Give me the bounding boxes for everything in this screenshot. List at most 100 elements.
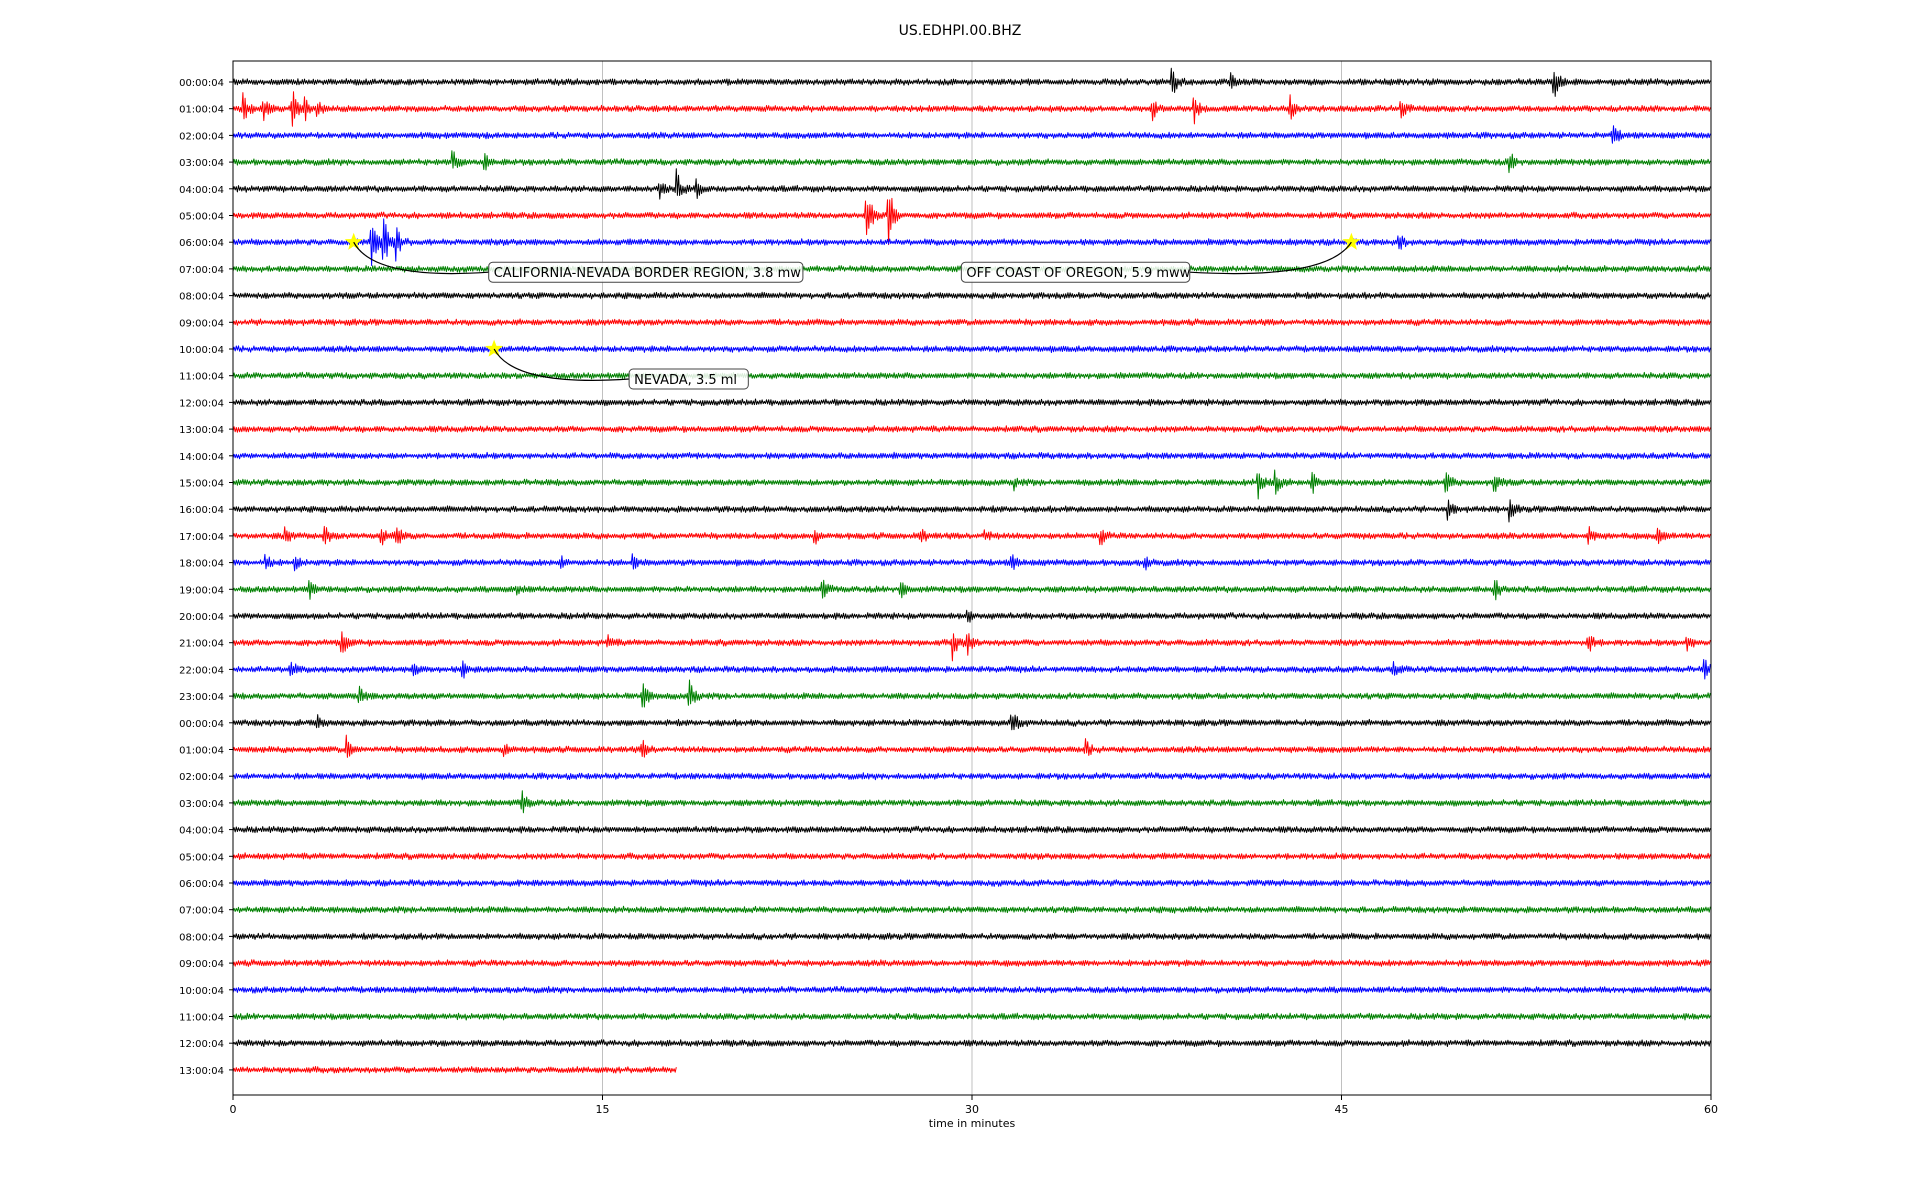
row-label-0: 00:00:04 bbox=[179, 78, 224, 89]
trace-row-23 bbox=[232, 679, 1711, 708]
annotation-box-0 bbox=[488, 261, 804, 283]
row-label-13: 13:00:04 bbox=[179, 425, 224, 436]
seismic-traces bbox=[232, 67, 1711, 1074]
trace-row-3 bbox=[232, 150, 1711, 174]
event-annotations: CALIFORNIA-NEVADA BORDER REGION, 3.8 mw O… bbox=[353, 241, 1352, 390]
row-label-25: 01:00:04 bbox=[179, 746, 224, 757]
trace-row-30 bbox=[232, 879, 1711, 887]
row-label-4: 04:00:04 bbox=[179, 185, 224, 196]
vertical-grid bbox=[602, 61, 1342, 1095]
trace-row-9 bbox=[232, 318, 1711, 327]
trace-row-14 bbox=[232, 451, 1711, 460]
row-label-9: 09:00:04 bbox=[179, 318, 224, 329]
annotation-connector-1 bbox=[1189, 241, 1352, 275]
annotation-label-0: CALIFORNIA-NEVADA BORDER REGION, 3.8 mw bbox=[494, 266, 802, 281]
trace-row-2 bbox=[232, 125, 1711, 144]
row-label-6: 06:00:04 bbox=[179, 238, 224, 249]
row-label-21: 21:00:04 bbox=[179, 639, 224, 650]
x-tick-label-2: 30 bbox=[965, 1103, 979, 1116]
trace-row-1 bbox=[232, 91, 1711, 127]
row-label-5: 05:00:04 bbox=[179, 212, 224, 223]
row-label-30: 06:00:04 bbox=[179, 879, 224, 890]
row-label-34: 10:00:04 bbox=[179, 986, 224, 997]
trace-row-28 bbox=[232, 825, 1711, 834]
row-label-17: 17:00:04 bbox=[179, 532, 224, 543]
row-label-14: 14:00:04 bbox=[179, 452, 224, 463]
trace-row-34 bbox=[232, 985, 1711, 994]
trace-row-22 bbox=[232, 659, 1711, 680]
x-tick-label-3: 45 bbox=[1335, 1103, 1349, 1116]
x-tick-label-0: 0 bbox=[230, 1103, 237, 1116]
row-label-33: 09:00:04 bbox=[179, 959, 224, 970]
row-label-8: 08:00:04 bbox=[179, 292, 224, 303]
trace-row-18 bbox=[232, 553, 1711, 572]
row-label-24: 00:00:04 bbox=[179, 719, 224, 730]
trace-row-5 bbox=[232, 197, 1711, 246]
row-label-23: 23:00:04 bbox=[179, 692, 224, 703]
annotation-box-1 bbox=[960, 261, 1191, 283]
annotation-connector-2 bbox=[493, 348, 630, 381]
annotation-box-2 bbox=[628, 368, 749, 390]
x-axis: 0 15 30 45 60 bbox=[230, 1095, 1718, 1116]
trace-row-15 bbox=[232, 469, 1711, 500]
row-label-1: 01:00:04 bbox=[179, 105, 224, 116]
row-label-31: 07:00:04 bbox=[179, 906, 224, 917]
row-label-26: 02:00:04 bbox=[179, 772, 224, 783]
row-time-labels: 00:00:04 01:00:04 02:00:04 03:00:04 04:00:04… bbox=[179, 78, 233, 1077]
chart-title: US.EDHPI.00.BHZ bbox=[899, 23, 1022, 39]
row-label-35: 11:00:04 bbox=[179, 1013, 224, 1024]
trace-row-11 bbox=[232, 371, 1711, 380]
trace-row-26 bbox=[232, 772, 1711, 781]
annotation-label-2: NEVADA, 3.5 ml bbox=[634, 373, 737, 388]
row-label-18: 18:00:04 bbox=[179, 559, 224, 570]
trace-row-13 bbox=[232, 425, 1711, 433]
row-label-28: 04:00:04 bbox=[179, 826, 224, 837]
trace-row-19 bbox=[232, 579, 1711, 601]
trace-row-25 bbox=[232, 734, 1711, 758]
trace-row-21 bbox=[232, 631, 1711, 662]
trace-row-4 bbox=[232, 168, 1711, 200]
row-label-15: 15:00:04 bbox=[179, 479, 224, 490]
annotation-label-1: OFF COAST OF OREGON, 5.9 mww bbox=[966, 266, 1190, 281]
row-label-2: 02:00:04 bbox=[179, 131, 224, 142]
trace-row-32 bbox=[232, 932, 1711, 941]
trace-row-8 bbox=[232, 291, 1711, 300]
event-marker-0 bbox=[344, 232, 363, 250]
trace-row-0 bbox=[232, 67, 1711, 97]
row-label-16: 16:00:04 bbox=[179, 505, 224, 516]
row-label-3: 03:00:04 bbox=[179, 158, 224, 169]
row-label-37: 13:00:04 bbox=[179, 1066, 224, 1077]
row-label-19: 19:00:04 bbox=[179, 585, 224, 596]
event-marker-1 bbox=[1342, 232, 1361, 250]
trace-row-37 bbox=[232, 1066, 677, 1074]
event-markers bbox=[344, 232, 1361, 357]
x-tick-label-1: 15 bbox=[596, 1103, 610, 1116]
annotation-connector-0 bbox=[353, 241, 489, 275]
trace-row-31 bbox=[232, 905, 1711, 914]
row-label-7: 07:00:04 bbox=[179, 265, 224, 276]
trace-row-29 bbox=[232, 852, 1711, 861]
trace-row-12 bbox=[232, 398, 1711, 407]
x-tick-label-4: 60 bbox=[1704, 1103, 1718, 1116]
trace-row-16 bbox=[232, 499, 1711, 523]
row-label-36: 12:00:04 bbox=[179, 1039, 224, 1050]
trace-row-27 bbox=[232, 790, 1711, 814]
event-marker-2 bbox=[485, 339, 504, 357]
row-label-22: 22:00:04 bbox=[179, 665, 224, 676]
trace-row-10 bbox=[232, 345, 1711, 353]
trace-row-36 bbox=[232, 1039, 1711, 1048]
row-label-11: 11:00:04 bbox=[179, 372, 224, 383]
trace-row-20 bbox=[232, 609, 1711, 623]
row-label-29: 05:00:04 bbox=[179, 852, 224, 863]
trace-row-24 bbox=[232, 714, 1711, 731]
row-label-20: 20:00:04 bbox=[179, 612, 224, 623]
row-label-12: 12:00:04 bbox=[179, 398, 224, 409]
x-axis-label: time in minutes bbox=[929, 1117, 1016, 1130]
row-label-32: 08:00:04 bbox=[179, 932, 224, 943]
row-label-27: 03:00:04 bbox=[179, 799, 224, 810]
plot-frame bbox=[232, 60, 1712, 1096]
trace-row-33 bbox=[232, 959, 1711, 968]
trace-row-6 bbox=[232, 218, 1711, 266]
trace-row-35 bbox=[232, 1012, 1711, 1021]
